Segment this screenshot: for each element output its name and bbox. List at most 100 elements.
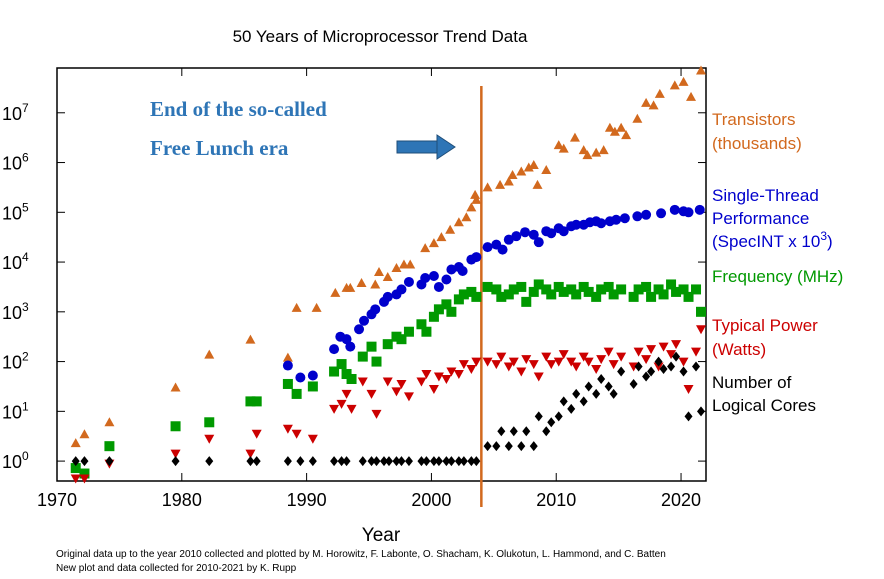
cores-point (283, 456, 292, 467)
legend-cores-line2: Logical Cores (712, 396, 816, 415)
data-points (70, 65, 707, 484)
transistor-point (609, 126, 620, 136)
frequency-point (428, 311, 439, 322)
legend-power-line2: (Watts) (712, 340, 766, 359)
annotation-line2: Free Lunch era (150, 136, 289, 160)
frequency-point (596, 284, 607, 295)
frequency-point (416, 319, 427, 330)
cores-point (609, 388, 618, 399)
single-thread-point (546, 228, 557, 239)
power-point (596, 355, 607, 365)
y-tick-label: 105 (2, 200, 29, 223)
power-point (603, 347, 614, 357)
power-point (251, 429, 262, 439)
transistor-point (374, 267, 385, 277)
cores-point (467, 456, 476, 467)
cores-point (422, 456, 431, 467)
cores-point (504, 441, 513, 452)
transistor-point (523, 162, 534, 172)
power-point (546, 360, 557, 370)
frequency-point (251, 396, 262, 407)
cores-point (647, 366, 656, 377)
legend-transistors-line2: (thousands) (712, 134, 802, 153)
power-point (204, 434, 215, 444)
single-thread-point (611, 214, 622, 225)
frequency-point (366, 341, 377, 352)
single-thread-point (457, 266, 468, 277)
y-tick-label: 100 (2, 449, 29, 472)
power-point (578, 352, 589, 362)
footnote-line1: Original data up to the year 2010 collec… (56, 549, 666, 560)
single-thread-point (656, 208, 667, 219)
cores-point (522, 426, 531, 437)
transistor-point (345, 282, 356, 292)
transistor-point (678, 76, 689, 86)
frequency-point (683, 291, 694, 302)
frequency-point (458, 289, 469, 300)
frequency-point (691, 284, 702, 295)
transistor-point (466, 202, 477, 212)
single-thread-point (511, 231, 522, 242)
cores-point (654, 356, 663, 367)
power-point (421, 370, 432, 380)
series-0 (70, 65, 707, 448)
cores-point (592, 388, 601, 399)
power-point (416, 377, 427, 387)
power-point (608, 360, 619, 370)
single-thread-point (641, 209, 652, 220)
frequency-point (403, 326, 414, 337)
cores-point (697, 406, 706, 417)
transistor-point (654, 88, 665, 98)
power-point (521, 355, 532, 365)
cores-point (372, 456, 381, 467)
x-tick-label: 1990 (287, 490, 327, 510)
transistor-point (516, 166, 527, 176)
transistor-point (532, 179, 543, 189)
y-tick-label: 103 (2, 300, 29, 323)
single-thread-point (571, 219, 582, 230)
cores-point (679, 366, 688, 377)
frequency-point (608, 289, 619, 300)
transistor-point (598, 145, 609, 155)
transistor-point (356, 277, 367, 287)
x-axis-label: Year (362, 525, 401, 546)
cores-point (509, 426, 518, 437)
cores-point (517, 441, 526, 452)
power-point (641, 355, 652, 365)
cores-point (105, 456, 114, 467)
power-point (616, 352, 627, 362)
power-point (471, 357, 482, 367)
legend-cores: Number of Logical Cores (712, 373, 816, 415)
power-point (633, 347, 644, 357)
single-thread-point (354, 324, 365, 335)
x-tick-label: 1970 (37, 490, 77, 510)
power-point (371, 409, 382, 419)
cores-point (171, 456, 180, 467)
single-thread-point (528, 229, 539, 240)
transistor-point (428, 238, 439, 248)
single-thread-point (441, 274, 452, 285)
frequency-point (616, 284, 627, 295)
transistor-point (528, 160, 539, 170)
legend-single-thread-line3: (SpecINT x 103) (712, 229, 833, 251)
single-thread-point (295, 372, 306, 383)
cores-point (337, 456, 346, 467)
power-point (646, 345, 657, 355)
cores-point (567, 403, 576, 414)
transistor-point (436, 232, 447, 242)
transistor-point (291, 302, 302, 312)
power-point (466, 365, 477, 375)
power-point (541, 352, 552, 362)
single-thread-point (428, 270, 439, 281)
y-tick-label: 101 (2, 399, 29, 422)
transistor-point (686, 91, 697, 101)
frequency-point (79, 468, 90, 479)
frequency-point (671, 286, 682, 297)
transistor-point (578, 145, 589, 155)
power-point (496, 352, 507, 362)
single-thread-point (370, 304, 381, 315)
power-point (571, 362, 582, 372)
cores-point (459, 456, 468, 467)
frequency-point (446, 306, 457, 317)
